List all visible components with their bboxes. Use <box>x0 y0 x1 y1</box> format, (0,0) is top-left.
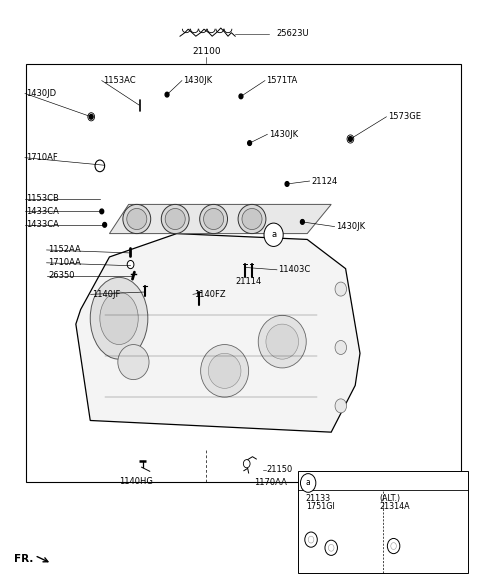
FancyArrowPatch shape <box>37 557 48 562</box>
Circle shape <box>127 260 134 269</box>
Circle shape <box>243 460 250 468</box>
Circle shape <box>264 223 283 246</box>
Text: 1170AA: 1170AA <box>254 478 287 487</box>
Circle shape <box>300 474 316 492</box>
Text: a: a <box>271 230 276 239</box>
Ellipse shape <box>200 204 228 234</box>
Circle shape <box>335 340 347 354</box>
Circle shape <box>387 538 400 554</box>
Circle shape <box>100 209 104 214</box>
Text: 21100: 21100 <box>192 47 221 56</box>
Circle shape <box>347 135 354 143</box>
Text: FR.: FR. <box>14 554 34 565</box>
Polygon shape <box>109 204 331 234</box>
Polygon shape <box>76 234 360 432</box>
Text: 1140HG: 1140HG <box>119 477 153 486</box>
Text: 1140JF: 1140JF <box>92 290 120 299</box>
Ellipse shape <box>204 208 224 230</box>
Ellipse shape <box>258 315 306 368</box>
Circle shape <box>300 220 304 224</box>
Circle shape <box>328 544 334 551</box>
Text: 21314A: 21314A <box>379 502 410 512</box>
Bar <box>298 471 468 573</box>
Circle shape <box>335 282 347 296</box>
Text: 1573GE: 1573GE <box>388 112 421 121</box>
Circle shape <box>165 92 169 97</box>
Circle shape <box>88 113 95 121</box>
Circle shape <box>89 114 93 119</box>
Text: 26350: 26350 <box>48 271 74 280</box>
Text: 1433CA: 1433CA <box>26 207 59 216</box>
Text: 1430JD: 1430JD <box>26 89 57 98</box>
Circle shape <box>335 399 347 413</box>
Text: 1153CB: 1153CB <box>26 194 59 203</box>
Ellipse shape <box>127 208 147 230</box>
Text: 11403C: 11403C <box>278 265 311 274</box>
Ellipse shape <box>238 204 266 234</box>
Text: 1430JK: 1430JK <box>269 130 298 139</box>
Bar <box>26 64 461 482</box>
Circle shape <box>248 141 252 145</box>
Ellipse shape <box>161 204 189 234</box>
Circle shape <box>325 540 337 555</box>
Text: 21124: 21124 <box>311 176 337 186</box>
Text: 1571TA: 1571TA <box>266 76 298 85</box>
Ellipse shape <box>208 353 241 388</box>
Ellipse shape <box>118 345 149 380</box>
Ellipse shape <box>165 208 185 230</box>
Circle shape <box>95 160 105 172</box>
Text: 1430JK: 1430JK <box>336 222 365 231</box>
Text: 1430JK: 1430JK <box>183 76 213 85</box>
Ellipse shape <box>266 324 299 359</box>
Circle shape <box>391 543 396 550</box>
Circle shape <box>348 137 352 141</box>
Ellipse shape <box>100 292 138 345</box>
Text: (ALT.): (ALT.) <box>379 493 400 503</box>
Text: 1710AF: 1710AF <box>26 153 58 162</box>
Circle shape <box>103 223 107 227</box>
Text: 21133: 21133 <box>306 493 331 503</box>
Circle shape <box>308 536 314 543</box>
Ellipse shape <box>123 204 151 234</box>
Ellipse shape <box>242 208 262 230</box>
Text: 1751GI: 1751GI <box>306 502 335 512</box>
Ellipse shape <box>201 345 249 397</box>
Ellipse shape <box>90 277 148 359</box>
Text: 25623U: 25623U <box>276 29 309 39</box>
Circle shape <box>305 532 317 547</box>
Text: 21114: 21114 <box>235 277 262 286</box>
Text: 21150: 21150 <box>267 465 293 474</box>
Text: 1140FZ: 1140FZ <box>194 290 226 299</box>
Text: 1710AA: 1710AA <box>48 258 81 267</box>
Circle shape <box>239 94 243 99</box>
Circle shape <box>285 182 289 186</box>
Text: 1153AC: 1153AC <box>103 76 136 85</box>
Text: 1433CA: 1433CA <box>26 220 59 230</box>
Text: 1152AA: 1152AA <box>48 245 81 255</box>
Text: a: a <box>306 478 311 488</box>
